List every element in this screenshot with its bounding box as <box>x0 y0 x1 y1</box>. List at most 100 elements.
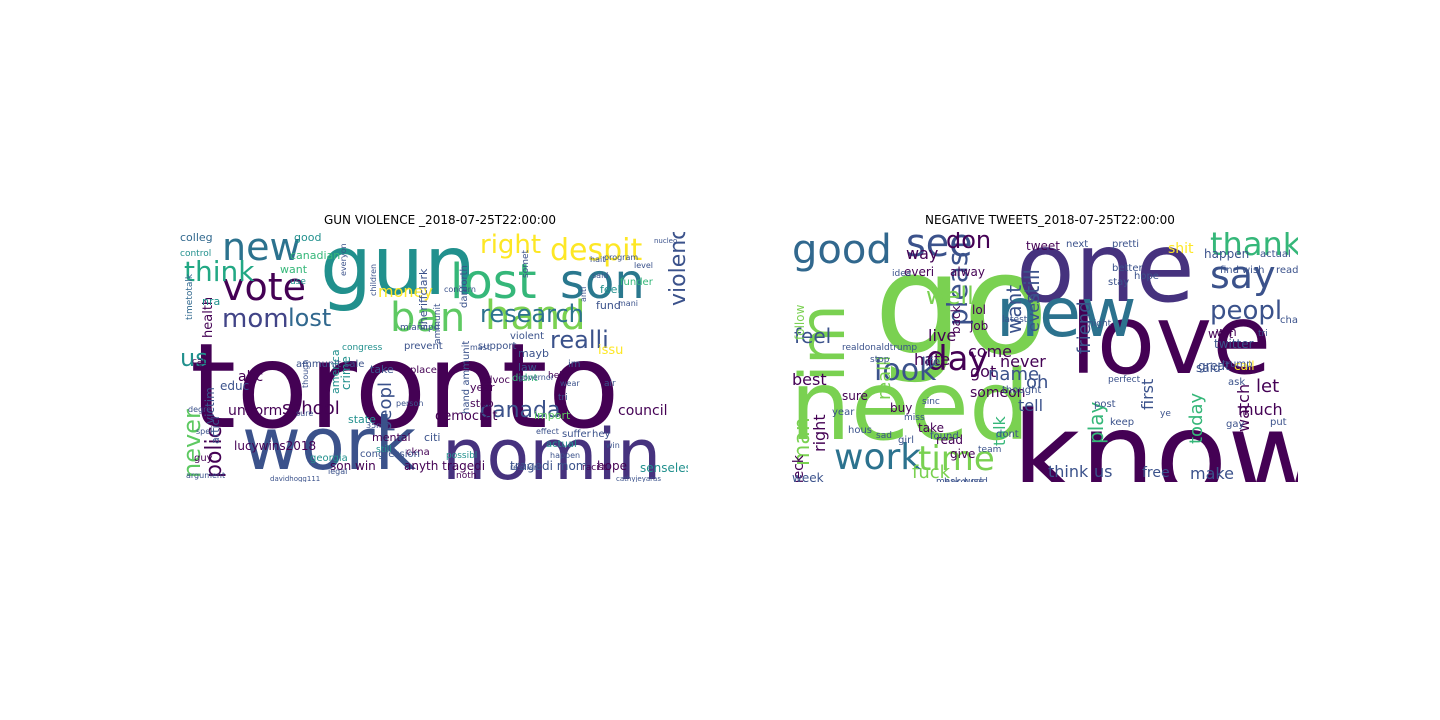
left-word: new <box>222 232 301 269</box>
left-word: want <box>280 263 308 276</box>
left-word: stop <box>470 397 494 410</box>
right-word: perfect <box>1108 375 1141 385</box>
left-word: realli <box>550 326 609 354</box>
left-word: place <box>410 365 437 376</box>
right-word: look <box>874 353 937 388</box>
left-word: anti <box>579 286 588 302</box>
right-word: put <box>1270 417 1287 428</box>
left-word: issu <box>598 343 624 358</box>
right-word: twitter <box>1214 337 1254 351</box>
right-word: name <box>988 364 1040 385</box>
right-word: say <box>1210 253 1276 297</box>
left-word: hait <box>590 255 606 264</box>
left-word: lost <box>288 304 332 332</box>
right-wordcloud-panel: NEGATIVE TWEETS_2018-07-25T22:00:00 go on… <box>790 212 1310 482</box>
left-word: right <box>480 232 542 260</box>
left-word: mom <box>222 304 289 334</box>
right-word: keep <box>1110 417 1135 428</box>
right-word: find <box>1220 265 1239 276</box>
left-word: canada <box>480 398 561 423</box>
right-word: tweet <box>1026 239 1060 253</box>
right-word: read <box>936 433 964 447</box>
left-wordcloud-panel: GUN VIOLENCE _2018-07-25T22:00:00 toront… <box>180 212 700 482</box>
right-word: ask <box>1228 377 1246 388</box>
left-word: research <box>480 300 584 328</box>
right-word: great <box>1198 359 1230 373</box>
left-word: congression <box>360 449 420 460</box>
left-word: actual <box>546 439 577 450</box>
right-word: use <box>968 477 984 483</box>
left-word: said <box>592 271 609 280</box>
right-word: live <box>928 326 957 345</box>
left-word: school <box>282 398 340 419</box>
left-word: control <box>180 249 212 259</box>
right-word: hard <box>944 478 967 483</box>
right-word: stay <box>1108 277 1130 288</box>
left-word: feel <box>600 283 621 296</box>
right-word: better <box>1112 263 1143 274</box>
left-word: air <box>604 379 616 389</box>
right-word: tell <box>1018 396 1044 415</box>
left-word: take <box>370 363 394 376</box>
right-word: lol <box>972 303 987 317</box>
right-word: wait <box>1208 327 1234 341</box>
left-word: level <box>634 261 654 270</box>
right-word: year <box>832 407 855 418</box>
right-word: know <box>1012 386 1298 482</box>
left-word: ammunit <box>433 303 443 345</box>
right-word: back <box>949 305 963 334</box>
right-word: thought <box>1002 385 1042 396</box>
left-word: funder <box>620 277 653 288</box>
left-word: possibl <box>446 451 478 461</box>
right-word: way <box>906 244 939 263</box>
left-word: timetotalk <box>185 273 195 320</box>
right-word: thank <box>1210 232 1298 263</box>
left-word: anyth tragedi <box>404 459 486 473</box>
right-wordcloud-title: NEGATIVE TWEETS_2018-07-25T22:00:00 <box>925 213 1175 227</box>
right-word: post <box>1094 399 1116 410</box>
left-word: law <box>518 361 537 374</box>
right-word: free <box>1142 465 1170 481</box>
left-word: happen <box>550 451 581 460</box>
right-word: readi <box>1276 265 1298 276</box>
right-word: let <box>1256 376 1280 397</box>
left-word: iegal <box>328 467 348 476</box>
right-word: work <box>834 437 922 478</box>
right-word: win <box>1216 325 1237 339</box>
left-word: good <box>294 232 322 244</box>
right-word: well <box>926 282 974 310</box>
right-word: don <box>946 232 992 254</box>
left-word: toronto <box>190 317 620 455</box>
left-word: money <box>378 282 433 301</box>
right-word: someon <box>970 385 1026 401</box>
right-word: gay <box>1226 419 1245 430</box>
left-word: senseless <box>640 461 688 475</box>
right-word: go <box>874 232 1049 387</box>
right-word: much <box>1238 400 1283 419</box>
left-word: hey <box>592 429 611 440</box>
left-word: use <box>290 277 306 287</box>
left-word: call <box>192 357 208 367</box>
left-word: nucleo <box>654 237 678 245</box>
right-word: need <box>790 350 1030 462</box>
right-word: sad <box>876 431 892 441</box>
right-word: chang <box>1280 315 1298 326</box>
left-word: son <box>560 254 645 310</box>
left-word: degre <box>188 405 212 414</box>
right-word: night <box>1088 319 1112 329</box>
left-word: despit <box>550 233 643 268</box>
right-word: hous <box>848 425 873 436</box>
right-word: pretti <box>1112 239 1140 250</box>
left-word: guy <box>194 453 213 464</box>
left-word: think <box>184 255 255 288</box>
right-word: everi <box>904 265 935 279</box>
left-word: cathyjeyaras <box>616 475 661 483</box>
right-word: first <box>1138 378 1157 410</box>
left-word: work <box>242 402 417 482</box>
left-word: prevent <box>404 341 443 352</box>
right-word: think <box>1048 462 1089 481</box>
left-word: tragedi mom <box>510 459 588 473</box>
left-word: miamipd <box>400 323 440 333</box>
right-word: sure <box>842 389 868 403</box>
right-word: life <box>922 355 941 369</box>
